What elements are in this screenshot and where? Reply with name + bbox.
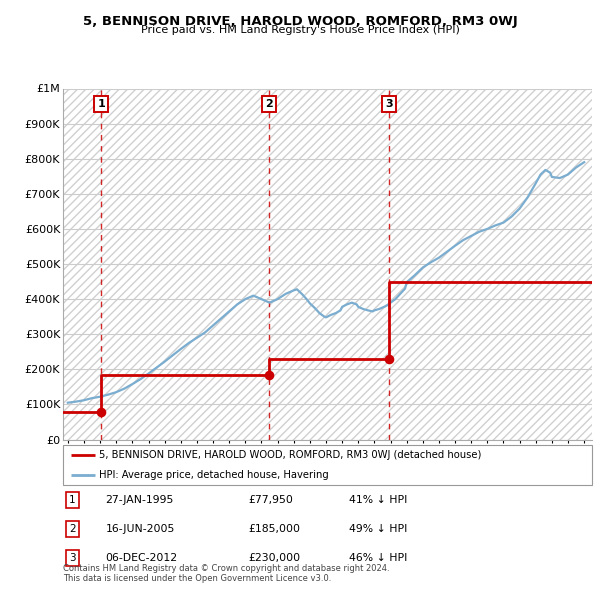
Text: 06-DEC-2012: 06-DEC-2012: [106, 553, 178, 563]
Text: 5, BENNISON DRIVE, HAROLD WOOD, ROMFORD, RM3 0WJ: 5, BENNISON DRIVE, HAROLD WOOD, ROMFORD,…: [83, 15, 517, 28]
Text: 2: 2: [69, 524, 76, 534]
Text: 46% ↓ HPI: 46% ↓ HPI: [349, 553, 407, 563]
Text: 3: 3: [69, 553, 76, 563]
Text: HPI: Average price, detached house, Havering: HPI: Average price, detached house, Have…: [99, 470, 329, 480]
Point: [385, 354, 394, 363]
Text: 49% ↓ HPI: 49% ↓ HPI: [349, 524, 407, 534]
Text: 2: 2: [265, 99, 273, 109]
Text: 3: 3: [385, 99, 393, 109]
Point: [97, 408, 106, 417]
Text: 41% ↓ HPI: 41% ↓ HPI: [349, 494, 407, 504]
Text: 27-JAN-1995: 27-JAN-1995: [106, 494, 174, 504]
Text: 1: 1: [69, 494, 76, 504]
Text: 16-JUN-2005: 16-JUN-2005: [106, 524, 175, 534]
Text: £77,950: £77,950: [248, 494, 293, 504]
Text: Price paid vs. HM Land Registry's House Price Index (HPI): Price paid vs. HM Land Registry's House …: [140, 25, 460, 35]
Text: £230,000: £230,000: [248, 553, 301, 563]
Text: 1: 1: [97, 99, 105, 109]
FancyBboxPatch shape: [63, 445, 592, 485]
Text: 5, BENNISON DRIVE, HAROLD WOOD, ROMFORD, RM3 0WJ (detached house): 5, BENNISON DRIVE, HAROLD WOOD, ROMFORD,…: [99, 450, 481, 460]
Text: £185,000: £185,000: [248, 524, 300, 534]
Text: Contains HM Land Registry data © Crown copyright and database right 2024.
This d: Contains HM Land Registry data © Crown c…: [63, 563, 389, 583]
Point: [264, 370, 274, 379]
